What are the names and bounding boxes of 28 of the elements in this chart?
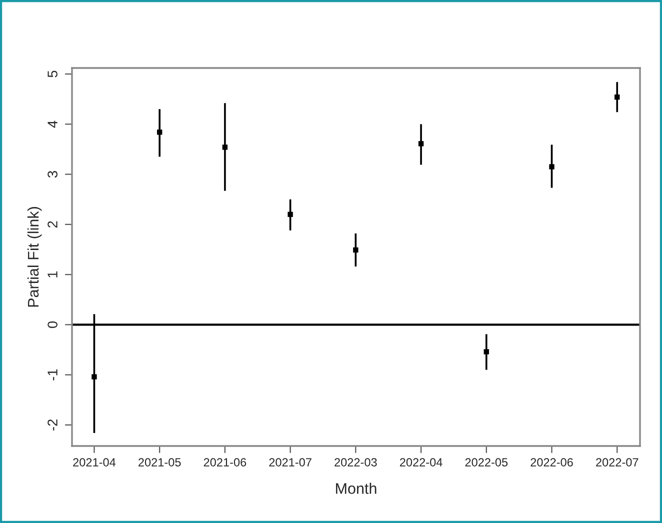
point: [418, 141, 424, 146]
y-tick-label: 3: [48, 171, 58, 178]
y-tick-label: 5: [48, 70, 58, 78]
x-axis-title: Month: [336, 482, 376, 494]
x-tick-label: 2022-05: [465, 458, 508, 466]
point: [484, 349, 489, 354]
x-tick-label: 2022-06: [530, 458, 573, 466]
x-tick-label: 2022-07: [596, 458, 638, 466]
y-tick-label: 0: [48, 321, 58, 328]
point: [92, 374, 97, 380]
point: [288, 212, 293, 217]
x-tick-label: 2022-04: [400, 458, 442, 466]
x-tick-label: 2021-05: [138, 458, 181, 466]
point: [549, 164, 554, 170]
x-tick-label: 2021-06: [204, 458, 246, 466]
x-tick-label: 2022-03: [334, 458, 377, 466]
y-axis-title: Partial Fit (link): [27, 207, 42, 307]
x-tick-label: 2021-07: [269, 458, 312, 466]
point: [353, 247, 358, 253]
y-tick-label: 1: [48, 271, 58, 278]
y-tick-label: 4: [48, 120, 58, 128]
x-tick-label: 2021-04: [73, 458, 116, 466]
point: [614, 94, 620, 100]
y-tick-label: -2: [48, 419, 58, 430]
point: [222, 144, 228, 150]
point: [156, 130, 162, 135]
y-tick-label: 2: [48, 221, 58, 228]
y-tick-label: -1: [48, 369, 58, 380]
